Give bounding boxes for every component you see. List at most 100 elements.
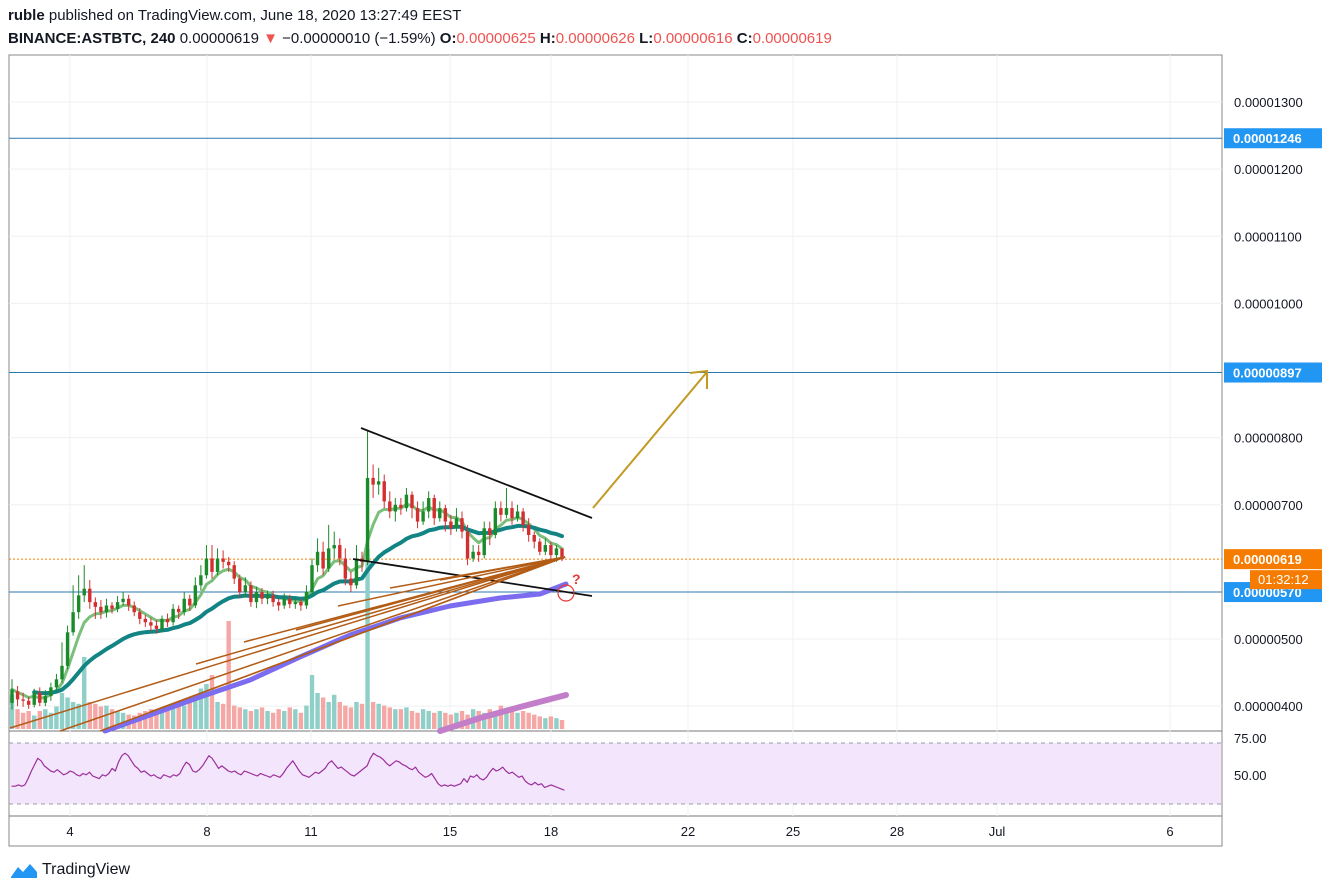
candle-body [165, 618, 170, 623]
price-badge-bg [1224, 362, 1322, 383]
candle-body [304, 592, 309, 606]
volume-bar [370, 702, 376, 729]
volume-bar [415, 712, 420, 729]
question-mark: ? [572, 571, 581, 587]
candle-body [154, 625, 159, 629]
c-label: C: [736, 30, 753, 47]
target-arrow-head-icon [689, 369, 708, 389]
volume-bar [459, 711, 465, 729]
volume-bar [376, 703, 381, 729]
price-badge: 0.00001246 [1233, 131, 1302, 146]
candle-body [549, 545, 553, 556]
y-tick-label: 0.00001300 [1234, 95, 1303, 110]
candle-body [71, 612, 75, 633]
candle-body [426, 498, 431, 512]
h-value: 0.00000626 [555, 30, 635, 47]
volume-bar [159, 711, 165, 729]
volume-bar [337, 702, 342, 729]
volume-bar [515, 712, 520, 729]
candle-body [443, 508, 448, 522]
fan-line [295, 556, 566, 631]
candle-body [15, 691, 20, 700]
candle-body [49, 687, 53, 697]
volume-bar [426, 711, 431, 729]
volume-bar [82, 657, 87, 729]
x-tick-label: 28 [890, 824, 904, 839]
volume-bar [182, 705, 187, 729]
volume-bar [287, 707, 292, 729]
candle-body [32, 692, 36, 705]
volume-bar [365, 549, 370, 729]
candle-body [254, 592, 259, 603]
volume-bar [498, 705, 504, 729]
price-badge: 0.00000897 [1233, 366, 1302, 381]
fan-line [439, 556, 566, 581]
candle-body [232, 565, 236, 579]
volume-bar [437, 711, 442, 729]
h-label: H: [539, 30, 556, 47]
y-tick-label: 0.00000500 [1234, 632, 1303, 647]
volume-bar [43, 709, 48, 729]
volume-bar [15, 709, 20, 729]
volume-bar [254, 709, 259, 729]
volume-bar [204, 684, 209, 729]
candle-body [432, 498, 436, 519]
volume-bar [176, 703, 181, 729]
footer-brand[interactable]: TradingView [10, 861, 130, 879]
volume-bar [26, 711, 31, 729]
volume-bar [70, 702, 76, 729]
volume-bar [93, 703, 98, 729]
x-tick-label: 8 [203, 824, 210, 839]
price-badge-bg [1224, 128, 1322, 149]
candle-body [471, 551, 475, 559]
candle-body [376, 481, 381, 485]
candle-body [343, 558, 348, 579]
candle-body [143, 618, 148, 623]
volume-bar [543, 718, 548, 729]
x-tick-label: Jul [989, 824, 1006, 839]
candle-body [54, 679, 59, 688]
candle-body [543, 545, 548, 552]
candle-body [282, 598, 286, 606]
candle-body [371, 477, 375, 485]
volume-bar [559, 720, 565, 729]
l-value: 0.00000616 [653, 30, 733, 47]
volume-bar [187, 702, 192, 729]
o-label: O: [439, 30, 457, 47]
candle-body [276, 602, 281, 606]
ema-slow-line [102, 581, 569, 734]
candle-body [515, 511, 520, 519]
volume-bar [359, 703, 365, 729]
fan-line [337, 556, 566, 607]
candle-body [99, 606, 103, 613]
candle-body [126, 598, 131, 606]
published-text: published on TradingView.com, June 18, 2… [44, 7, 462, 24]
volume-bar [382, 705, 387, 729]
volume-bar [48, 712, 54, 729]
volume-bar [326, 702, 331, 729]
candle-body [249, 585, 253, 603]
candle-body [454, 518, 459, 529]
volume-bar [537, 716, 542, 729]
candle-body [532, 534, 536, 542]
volume-bar [520, 711, 526, 729]
candle-body [182, 598, 186, 613]
volume-bar [393, 709, 398, 729]
candle-body [499, 508, 503, 515]
candle-body [60, 665, 64, 680]
volume-bar [104, 705, 109, 729]
candle-body [243, 585, 248, 593]
candle-body [160, 618, 164, 629]
volume-bar [198, 688, 204, 729]
candle-body [349, 578, 353, 586]
change-arrow-icon: ▼ [263, 30, 278, 47]
volume-bar [293, 709, 298, 729]
volume-bar [59, 693, 65, 729]
volume-bar [87, 702, 92, 729]
volume-bar [398, 709, 404, 729]
volume-bar [32, 715, 37, 729]
candle-body [26, 700, 31, 705]
volume-bar [170, 706, 176, 729]
c-value: 0.00000619 [752, 30, 832, 47]
